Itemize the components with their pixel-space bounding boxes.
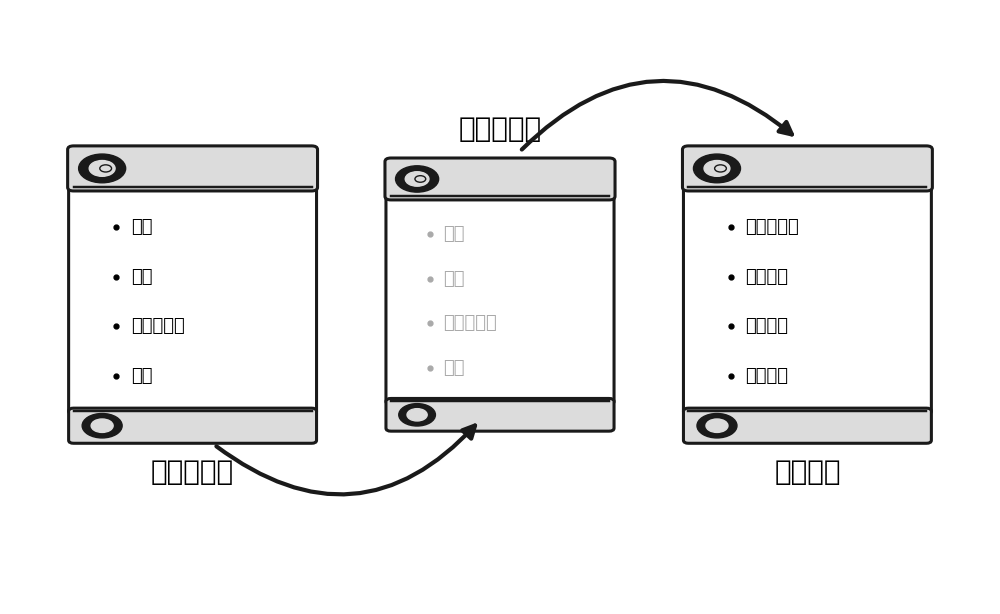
FancyBboxPatch shape [386, 158, 614, 405]
Circle shape [405, 172, 429, 186]
FancyBboxPatch shape [683, 408, 931, 443]
FancyBboxPatch shape [69, 408, 317, 443]
Text: 注浆: 注浆 [443, 359, 465, 377]
Text: 安装注浆管: 安装注浆管 [443, 314, 497, 332]
Circle shape [91, 419, 113, 432]
FancyBboxPatch shape [683, 147, 931, 414]
Circle shape [396, 166, 439, 192]
Circle shape [89, 160, 115, 176]
Text: 钒孔: 钒孔 [131, 268, 152, 286]
Circle shape [704, 160, 730, 176]
Text: 布孔: 布孔 [131, 218, 152, 236]
Text: 注浆: 注浆 [131, 367, 152, 384]
Text: 钒孔: 钒孔 [443, 270, 465, 287]
Circle shape [697, 413, 737, 438]
Circle shape [399, 403, 435, 426]
FancyBboxPatch shape [385, 158, 615, 200]
Text: 后序孔施工: 后序孔施工 [458, 115, 542, 144]
Circle shape [82, 413, 122, 438]
FancyBboxPatch shape [386, 398, 614, 431]
FancyBboxPatch shape [68, 146, 318, 191]
Text: 压水检查: 压水检查 [746, 367, 789, 384]
Circle shape [706, 419, 728, 432]
Text: 安装注浆管: 安装注浆管 [131, 317, 184, 335]
Text: 动探检查: 动探检查 [746, 317, 789, 335]
Text: 布孔: 布孔 [443, 225, 465, 243]
FancyBboxPatch shape [69, 147, 317, 414]
Text: 效果检查: 效果检查 [774, 459, 841, 486]
Circle shape [407, 409, 427, 421]
Text: 先序孔施工: 先序孔施工 [151, 459, 234, 486]
Text: 取芯检查: 取芯检查 [746, 268, 789, 286]
Circle shape [79, 154, 126, 183]
FancyBboxPatch shape [682, 146, 932, 191]
Circle shape [693, 154, 740, 183]
Text: 异常孔分析: 异常孔分析 [746, 218, 799, 236]
